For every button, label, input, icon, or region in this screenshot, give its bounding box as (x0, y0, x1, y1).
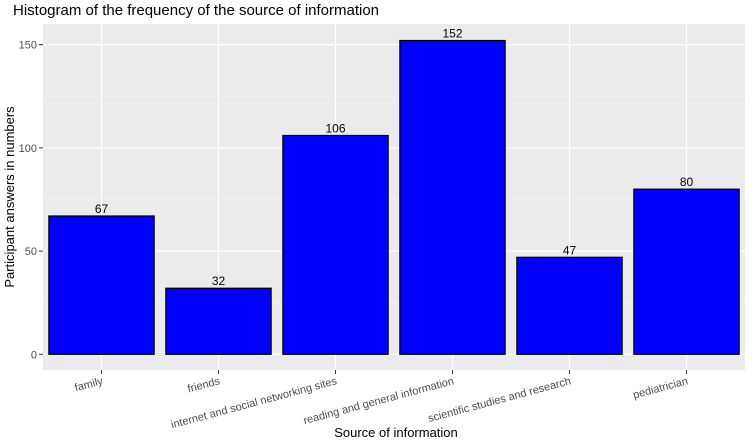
value-label: 106 (325, 121, 345, 135)
x-tick-label: friends (186, 375, 221, 395)
value-labels: 67 32 106 152 47 80 (95, 27, 694, 289)
x-tick-label: family (73, 375, 104, 394)
y-tick-label: 0 (31, 349, 37, 361)
bar-family (48, 215, 155, 355)
y-tick-label: 50 (25, 246, 37, 258)
plot-panel (43, 24, 745, 370)
chart-title: Histogram of the frequency of the source… (13, 2, 379, 19)
bar-internet-and-social-networking-sites (282, 134, 389, 355)
value-label: 32 (212, 274, 226, 288)
bar-reading-and-general-information (399, 39, 506, 355)
y-axis-ticks: 0 50 100 150 (19, 40, 43, 361)
bar-friends (165, 287, 272, 355)
value-label: 47 (563, 243, 577, 257)
x-tick-label: pediatrician (632, 375, 689, 401)
value-label: 80 (680, 175, 694, 189)
y-tick-label: 100 (19, 143, 37, 155)
bar-pediatrician (633, 188, 740, 355)
bars (48, 39, 740, 355)
x-axis-title: Source of information (334, 425, 458, 440)
value-label: 152 (442, 27, 462, 41)
y-axis-title: Participant answers in numbers (2, 106, 17, 288)
value-label: 67 (95, 202, 109, 216)
bar-scientific-studies-and-research (516, 256, 623, 355)
minor-gridlines (43, 95, 745, 303)
y-tick-label: 150 (19, 40, 37, 52)
